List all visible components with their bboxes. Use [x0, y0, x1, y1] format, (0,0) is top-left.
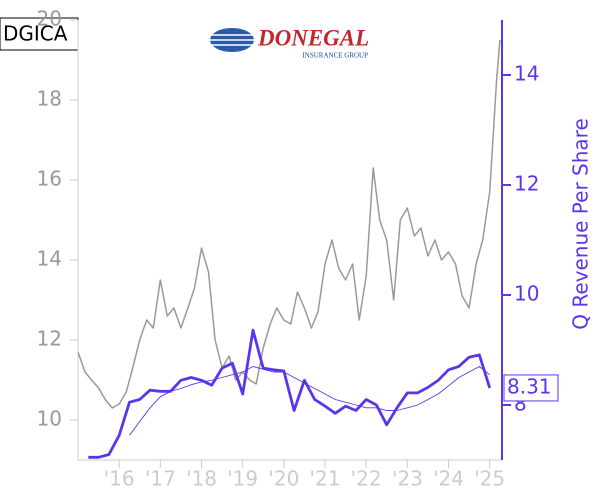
y2-axis-label: Q Revenue Per Share — [569, 118, 593, 330]
x-tick-label: '16 — [104, 467, 135, 491]
plot-area — [78, 39, 501, 459]
y-tick-label: 20 — [37, 7, 62, 31]
x-tick-label: '22 — [351, 467, 382, 491]
x-tick-label: '19 — [227, 467, 258, 491]
y-tick-label: 10 — [37, 407, 62, 431]
y2-tick-label: 10 — [514, 282, 539, 306]
x-tick-label: '24 — [433, 467, 464, 491]
x-tick-label: '17 — [145, 467, 176, 491]
y-tick-label: 18 — [37, 87, 62, 111]
y2-tick-label: 12 — [514, 172, 539, 196]
y2-tick-label: 14 — [514, 62, 539, 86]
y-tick-label: 12 — [37, 327, 62, 351]
x-tick-label: '18 — [186, 467, 217, 491]
chart-title: DGICA — [3, 22, 68, 46]
last-value-label: 8.31 — [507, 374, 552, 398]
logo: DONEGAL INSURANCE GROUP — [210, 25, 369, 60]
last-value-box — [503, 374, 559, 402]
y-tick-label: 16 — [37, 167, 62, 191]
series-line — [129, 366, 490, 436]
series-line — [88, 328, 492, 459]
series-line — [78, 39, 501, 409]
ticker-box — [0, 17, 79, 51]
logo-name: DONEGAL — [257, 25, 369, 50]
x-tick-label: '21 — [310, 467, 341, 491]
x-tick-label: '23 — [392, 467, 423, 491]
x-tick-label: '20 — [268, 467, 299, 491]
logo-tagline: INSURANCE GROUP — [302, 52, 368, 60]
x-tick-label: '25 — [474, 467, 505, 491]
y-tick-label: 14 — [37, 247, 62, 271]
